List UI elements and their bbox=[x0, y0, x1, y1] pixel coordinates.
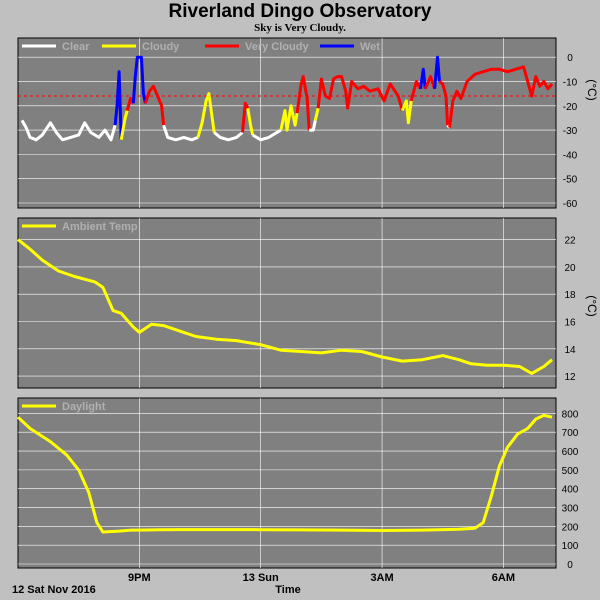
series-line-very-cloudy bbox=[316, 75, 404, 112]
y-tick-label: 200 bbox=[562, 522, 579, 533]
series-line-clear bbox=[309, 120, 317, 132]
legend-label: Wet bbox=[360, 41, 380, 53]
series-line-clear bbox=[251, 128, 282, 142]
y-tick-label: -60 bbox=[563, 199, 578, 210]
y-tick-label: -30 bbox=[563, 126, 578, 137]
page-title: Riverland Dingo Observatory bbox=[168, 1, 432, 22]
y-tick-label: 300 bbox=[562, 504, 579, 515]
y-tick-label: 100 bbox=[562, 541, 579, 552]
y-tick-label: 14 bbox=[564, 345, 576, 356]
panel-3 bbox=[17, 397, 557, 569]
x-tick-label: 9PM bbox=[128, 572, 151, 584]
y-tick-label: 800 bbox=[562, 409, 579, 420]
y-tick-label: 0 bbox=[567, 53, 573, 64]
y-tick-label: 20 bbox=[564, 263, 576, 274]
series-line-wet bbox=[433, 55, 441, 89]
series-line-very-cloudy bbox=[438, 80, 450, 126]
legend-label: Very Cloudy bbox=[245, 41, 309, 53]
y-tick-label: 600 bbox=[562, 447, 579, 458]
series-line-wet bbox=[113, 70, 123, 140]
series-line-ambient-temp bbox=[17, 238, 553, 375]
legend-label: Ambient Temp bbox=[62, 221, 138, 233]
series-line-very-cloudy bbox=[423, 75, 437, 90]
series-line-cloudy bbox=[196, 92, 216, 138]
x-axis-title: Time bbox=[275, 584, 300, 596]
y-tick-label: 400 bbox=[562, 485, 579, 496]
series-line-cloudy bbox=[400, 99, 413, 125]
y-tick-label: -10 bbox=[563, 77, 578, 88]
series-line-daylight bbox=[16, 413, 553, 534]
y-tick-label: -50 bbox=[563, 175, 578, 186]
page-subtitle: Sky is Very Cloudy. bbox=[254, 22, 346, 34]
y-tick-label: 22 bbox=[564, 236, 576, 247]
series-line-very-cloudy bbox=[143, 84, 166, 126]
series-line-very-cloudy bbox=[409, 80, 422, 102]
series-line-very-cloudy bbox=[241, 101, 250, 133]
x-tick-label: 3AM bbox=[370, 572, 393, 584]
y-tick-label: 18 bbox=[564, 290, 576, 301]
legend-label: Cloudy bbox=[142, 41, 180, 53]
y-tick-label: 500 bbox=[562, 466, 579, 477]
series-line-very-cloudy bbox=[448, 65, 554, 128]
y-tick-label: 12 bbox=[564, 372, 576, 383]
y-tick-label: 16 bbox=[564, 318, 576, 329]
series-line-cloudy bbox=[119, 110, 129, 141]
legend-label: Clear bbox=[62, 41, 90, 53]
series-line-clear bbox=[162, 124, 199, 142]
series-line-wet bbox=[131, 55, 147, 104]
series-line-cloudy bbox=[279, 104, 299, 132]
series-line-very-cloudy bbox=[295, 75, 311, 131]
y-tick-label: -20 bbox=[563, 102, 578, 113]
x-tick-label: 13 Sun bbox=[243, 572, 279, 584]
series-line-clear bbox=[213, 131, 244, 142]
series-line-cloudy bbox=[313, 107, 320, 121]
x-tick-label: 6AM bbox=[492, 572, 515, 584]
y-tick-label: 700 bbox=[562, 428, 579, 439]
legend-label: Daylight bbox=[62, 401, 106, 413]
series-line-wet bbox=[419, 67, 427, 90]
series-line-clear bbox=[20, 119, 117, 142]
series-line-cloudy bbox=[246, 107, 255, 136]
y-unit-label: (°C) bbox=[585, 79, 599, 100]
y-unit-label: (°C) bbox=[585, 295, 599, 316]
y-tick-label: 0 bbox=[567, 560, 573, 571]
y-tick-label: -40 bbox=[563, 150, 578, 161]
panel-2 bbox=[17, 217, 557, 389]
date-label: 12 Sat Nov 2016 bbox=[12, 584, 96, 596]
